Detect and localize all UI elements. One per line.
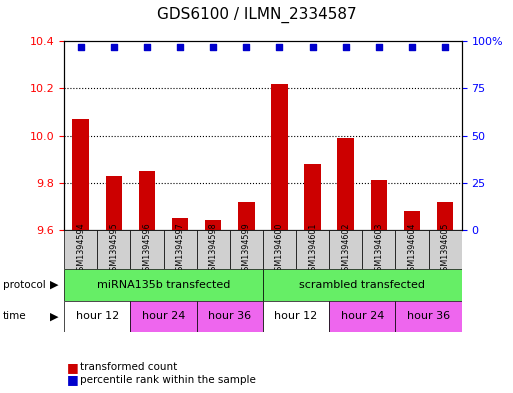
Bar [370,180,387,230]
Bar [196,230,230,269]
Bar [139,171,155,230]
Text: scrambled transfected: scrambled transfected [299,280,425,290]
Bar [329,301,396,332]
Text: ▶: ▶ [50,311,58,321]
Text: GSM1394597: GSM1394597 [175,223,185,276]
Text: hour 24: hour 24 [341,311,384,321]
Bar [396,230,428,269]
Bar [64,301,130,332]
Bar [97,230,130,269]
Bar [196,301,263,332]
Bar [338,138,354,230]
Text: ▶: ▶ [50,280,58,290]
Text: GSM1394602: GSM1394602 [341,223,350,276]
Bar [130,230,164,269]
Point [176,44,184,50]
Point [110,44,118,50]
Text: GSM1394596: GSM1394596 [143,223,151,276]
Text: GSM1394604: GSM1394604 [407,223,417,276]
Bar [263,269,462,301]
Bar [230,230,263,269]
Text: GSM1394600: GSM1394600 [275,223,284,276]
Point [441,44,449,50]
Text: GSM1394595: GSM1394595 [109,223,119,276]
Bar [296,230,329,269]
Point [375,44,383,50]
Text: ■: ■ [67,361,78,374]
Point [342,44,350,50]
Point [209,44,218,50]
Point [242,44,250,50]
Text: GSM1394601: GSM1394601 [308,223,317,276]
Bar [271,84,288,230]
Point [76,44,85,50]
Bar [164,230,196,269]
Bar [72,119,89,230]
Bar [304,164,321,230]
Bar [362,230,396,269]
Bar [130,301,196,332]
Text: GDS6100 / ILMN_2334587: GDS6100 / ILMN_2334587 [156,7,357,23]
Text: hour 24: hour 24 [142,311,185,321]
Text: GSM1394599: GSM1394599 [242,223,251,276]
Text: GSM1394594: GSM1394594 [76,223,85,276]
Text: GSM1394598: GSM1394598 [209,223,218,276]
Bar [404,211,420,230]
Bar [64,269,263,301]
Bar [64,230,97,269]
Bar [329,230,362,269]
Text: hour 12: hour 12 [75,311,119,321]
Text: hour 36: hour 36 [407,311,450,321]
Bar [396,301,462,332]
Text: miRNA135b transfected: miRNA135b transfected [97,280,230,290]
Point [308,44,317,50]
Text: GSM1394603: GSM1394603 [374,223,383,276]
Bar [437,202,453,230]
Bar [106,176,122,230]
Text: protocol: protocol [3,280,45,290]
Text: percentile rank within the sample: percentile rank within the sample [80,375,255,385]
Point [408,44,416,50]
Bar [172,218,188,230]
Text: ■: ■ [67,373,78,387]
Text: time: time [3,311,26,321]
Text: hour 36: hour 36 [208,311,251,321]
Bar [238,202,254,230]
Text: hour 12: hour 12 [274,311,318,321]
Bar [263,301,329,332]
Bar [428,230,462,269]
Bar [205,220,222,230]
Point [143,44,151,50]
Bar [263,230,296,269]
Text: transformed count: transformed count [80,362,177,373]
Point [275,44,284,50]
Text: GSM1394605: GSM1394605 [441,223,449,276]
